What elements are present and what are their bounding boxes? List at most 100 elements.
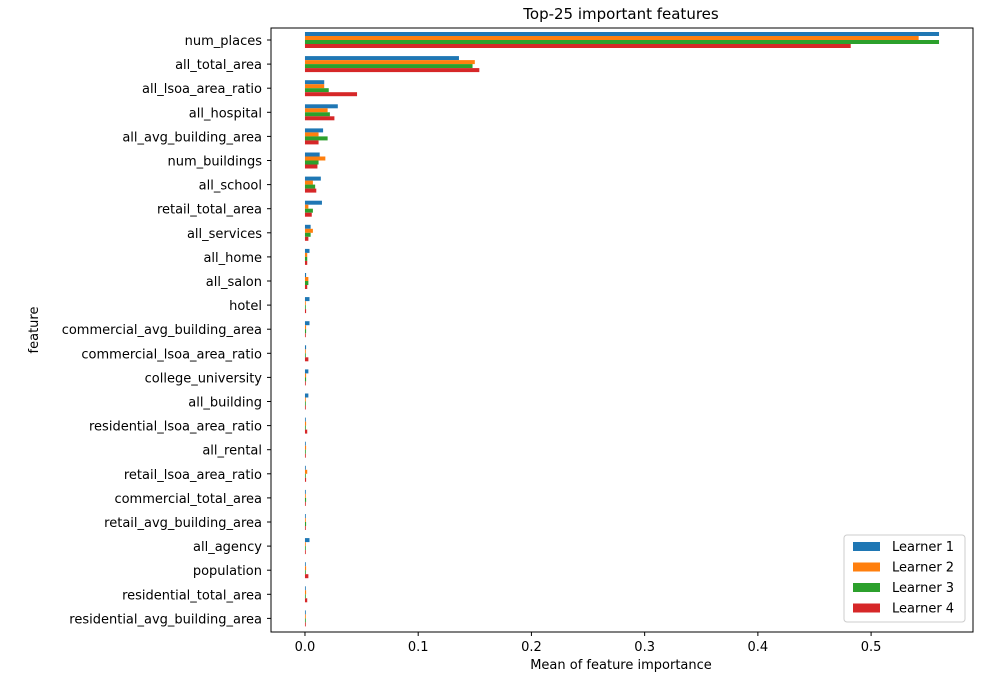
y-tick-label: retail_total_area (157, 203, 262, 218)
bar-residential_avg_building_area-learner-1 (304, 610, 306, 615)
bar-college_university-learner-3 (304, 377, 307, 382)
bar-population-learner-3 (304, 570, 306, 575)
bar-all_salon-learner-3 (304, 281, 309, 285)
bar-all_lsoa_area_ratio-learner-1 (304, 80, 325, 85)
bar-all_home-learner-3 (304, 256, 308, 261)
bar-all_total_area-learner-2 (304, 60, 475, 65)
bar-residential_lsoa_area_ratio-learner-4 (304, 429, 308, 434)
bar-residential_lsoa_area_ratio-learner-1 (304, 417, 306, 422)
bar-commercial_total_area-learner-3 (304, 497, 307, 502)
y-tick-label: retail_avg_building_area (104, 516, 262, 531)
bar-residential_total_area-learner-4 (304, 598, 308, 603)
bar-all_services-learner-4 (304, 236, 309, 241)
y-tick-label: all_salon (206, 275, 262, 290)
bar-retail_lsoa_area_ratio-learner-3 (304, 473, 306, 478)
bar-all_total_area-learner-1 (304, 56, 459, 61)
y-tick-label: commercial_lsoa_area_ratio (81, 347, 262, 362)
bar-all_home-learner-4 (304, 260, 308, 265)
bar-all_building-learner-1 (304, 393, 309, 398)
x-tick-label: 0.3 (634, 640, 655, 655)
bar-all_lsoa_area_ratio-learner-2 (304, 84, 325, 89)
y-axis: num_places all_total_area all_lsoa_area_ra… (62, 34, 271, 627)
bar-retail_total_area-learner-1 (304, 200, 322, 205)
bar-all_services-learner-2 (304, 228, 313, 233)
bar-residential_avg_building_area-learner-3 (304, 618, 306, 623)
bar-commercial_lsoa_area_ratio-learner-1 (304, 345, 307, 350)
bar-college_university-learner-1 (304, 369, 309, 374)
y-tick-label: all_avg_building_area (122, 130, 262, 145)
bar-population-learner-1 (304, 562, 306, 567)
y-tick-label: commercial_total_area (114, 492, 262, 507)
bar-all_home-learner-2 (304, 252, 308, 257)
bar-residential_avg_building_area-learner-2 (304, 614, 306, 619)
bar-commercial_avg_building_area-learner-1 (304, 321, 310, 326)
bar-retail_lsoa_area_ratio-learner-1 (304, 465, 306, 470)
bar-all_school-learner-2 (304, 180, 313, 185)
x-tick-label: 0.0 (295, 640, 316, 655)
legend-swatch-learner-3 (853, 583, 880, 592)
bar-num_places-learner-1 (304, 32, 940, 36)
bar-all_salon-learner-2 (304, 277, 309, 281)
bar-retail_avg_building_area-learner-1 (304, 514, 306, 518)
bar-population-learner-4 (304, 574, 309, 579)
bar-all_agency-learner-4 (304, 550, 306, 555)
x-tick-label: 0.5 (861, 640, 882, 655)
bar-residential_total_area-learner-1 (304, 586, 306, 591)
bar-all_building-learner-4 (304, 405, 306, 410)
bar-hotel-learner-1 (304, 297, 310, 302)
bar-retail_total_area-learner-4 (304, 212, 312, 217)
legend-swatch-learner-1 (853, 542, 880, 551)
bar-population-learner-2 (304, 566, 307, 571)
bar-all_services-learner-3 (304, 232, 311, 237)
bar-all_school-learner-4 (304, 188, 317, 193)
bar-retail_lsoa_area_ratio-learner-2 (304, 469, 308, 474)
bar-all_rental-learner-4 (304, 453, 306, 458)
legend-box (843, 534, 966, 623)
bar-all_rental-learner-3 (304, 449, 306, 454)
legend-label-learner-1: Learner 1 (892, 540, 954, 555)
bar-all_total_area-learner-3 (304, 64, 473, 69)
bar-all_hospital-learner-1 (304, 104, 338, 109)
bar-residential_lsoa_area_ratio-learner-3 (304, 425, 306, 430)
y-tick-label: all_agency (193, 540, 262, 555)
y-tick-label: all_hospital (189, 106, 262, 121)
bar-num_buildings-learner-3 (304, 160, 319, 165)
bar-all_avg_building_area-learner-3 (304, 136, 328, 141)
bar-all_home-learner-1 (304, 248, 310, 253)
y-tick-label: residential_lsoa_area_ratio (89, 420, 262, 435)
bar-all_building-learner-2 (304, 397, 306, 402)
y-tick-label: retail_lsoa_area_ratio (124, 468, 262, 483)
bar-all_services-learner-1 (304, 224, 311, 229)
bar-commercial_total_area-learner-4 (304, 501, 306, 506)
y-tick-label: all_total_area (175, 58, 262, 73)
bar-commercial_total_area-learner-2 (304, 493, 306, 498)
y-tick-label: hotel (229, 299, 262, 314)
bar-residential_total_area-learner-3 (304, 594, 306, 599)
bar-commercial_lsoa_area_ratio-learner-2 (304, 349, 306, 354)
legend: Learner 1 Learner 2 Learner 3 Learner 4 (843, 534, 966, 623)
bar-retail_total_area-learner-2 (304, 204, 309, 209)
bar-commercial_avg_building_area-learner-4 (304, 333, 306, 338)
x-axis-label: Mean of feature importance (530, 658, 712, 673)
bar-all_lsoa_area_ratio-learner-4 (304, 92, 358, 97)
bar-retail_avg_building_area-learner-2 (304, 518, 306, 522)
bar-num_places-learner-4 (304, 44, 851, 48)
bar-all_salon-learner-4 (304, 285, 308, 289)
x-tick-label: 0.1 (408, 640, 429, 655)
bar-all_hospital-learner-3 (304, 112, 330, 117)
y-tick-label: commercial_avg_building_area (62, 323, 262, 338)
bar-all_total_area-learner-4 (304, 68, 480, 73)
bar-all_hospital-learner-2 (304, 108, 328, 113)
bar-all_avg_building_area-learner-1 (304, 128, 324, 133)
bar-college_university-learner-2 (304, 373, 307, 378)
bar-all_rental-learner-1 (304, 441, 306, 446)
bar-residential_lsoa_area_ratio-learner-2 (304, 421, 307, 426)
y-tick-label: residential_avg_building_area (69, 612, 262, 627)
y-tick-label: college_university (145, 371, 263, 386)
y-tick-label: all_building (188, 396, 262, 411)
y-tick-label: all_home (203, 251, 262, 266)
bar-num_places-learner-2 (304, 36, 919, 40)
bar-num_buildings-learner-1 (304, 152, 320, 157)
y-tick-label: all_school (199, 179, 262, 194)
y-tick-label: num_buildings (168, 155, 263, 170)
